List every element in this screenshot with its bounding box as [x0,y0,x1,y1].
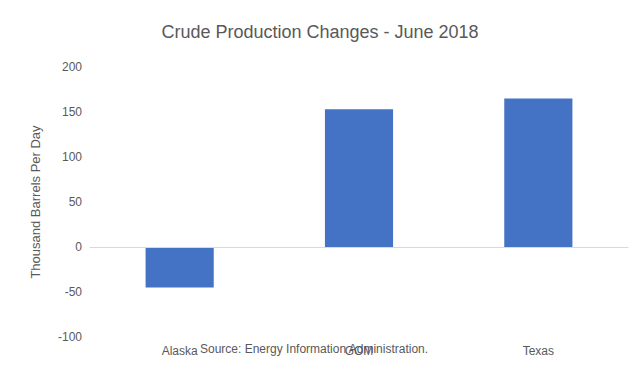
svg-text:100: 100 [62,150,82,164]
svg-text:GOM: GOM [345,344,374,358]
svg-text:200: 200 [62,60,82,74]
svg-text:50: 50 [69,195,83,209]
svg-text:Alaska: Alaska [162,344,198,358]
svg-text:Thousand Barrels Per Day: Thousand Barrels Per Day [28,125,43,279]
svg-text:-100: -100 [58,330,82,344]
svg-text:Texas: Texas [523,344,554,358]
svg-text:-50: -50 [65,285,83,299]
svg-text:150: 150 [62,105,82,119]
svg-text:0: 0 [75,240,82,254]
svg-text:Crude Production Changes - Jun: Crude Production Changes - June 2018 [161,22,478,42]
svg-text:Source: Energy Information Adm: Source: Energy Information Administratio… [200,342,428,356]
